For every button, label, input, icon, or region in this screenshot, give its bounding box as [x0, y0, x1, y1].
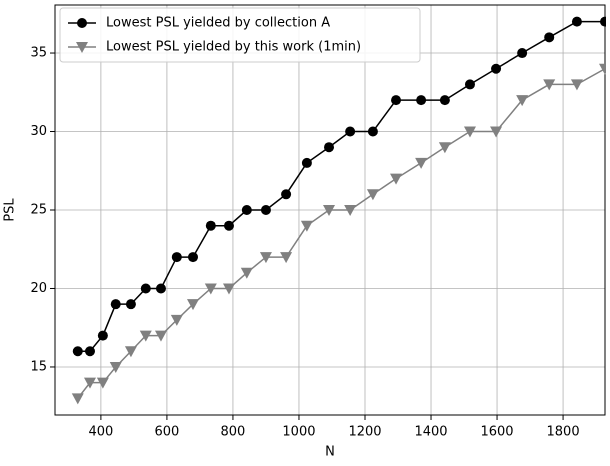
data-point — [600, 16, 606, 27]
data-point — [139, 330, 152, 342]
data-point — [186, 299, 199, 311]
data-point — [516, 95, 529, 107]
y-tick-label: 25 — [30, 203, 47, 218]
data-point — [171, 252, 182, 263]
data-point — [324, 142, 335, 153]
data-point — [345, 126, 356, 137]
plot-area — [71, 16, 606, 405]
data-point — [124, 346, 137, 358]
legend-label: Lowest PSL yielded by collection A — [106, 16, 330, 31]
data-point — [391, 95, 402, 106]
data-point — [260, 205, 271, 215]
data-point — [570, 79, 583, 91]
data-point — [109, 361, 122, 373]
x-tick-label: 800 — [221, 425, 246, 440]
x-tick-label: 400 — [88, 425, 113, 440]
data-point — [241, 205, 252, 215]
data-point — [280, 252, 293, 264]
y-tick-label: 15 — [30, 359, 47, 374]
data-point — [323, 205, 336, 216]
x-axis-label: N — [325, 445, 335, 460]
legend-label: Lowest PSL yielded by this work (1min) — [106, 40, 361, 55]
data-point — [517, 48, 528, 59]
y-tick-label: 30 — [30, 124, 47, 139]
data-point — [390, 173, 403, 185]
series-line — [77, 68, 606, 399]
y-tick-label: 20 — [30, 281, 47, 296]
data-point — [543, 79, 556, 91]
data-point — [464, 79, 475, 90]
y-axis-label: PSL — [3, 198, 18, 222]
data-point — [83, 377, 96, 389]
data-point — [463, 126, 476, 138]
data-point — [223, 220, 234, 231]
data-point — [170, 314, 183, 326]
data-point — [571, 16, 582, 27]
x-tick-label: 1400 — [414, 425, 447, 440]
data-point — [72, 346, 83, 357]
data-point — [367, 126, 378, 137]
data-point — [97, 330, 108, 341]
data-point — [599, 63, 606, 75]
data-point — [110, 299, 121, 310]
data-point — [344, 205, 357, 216]
data-point — [301, 157, 312, 168]
y-tick-label: 35 — [30, 46, 47, 61]
data-point — [439, 95, 450, 106]
data-point — [204, 283, 217, 295]
data-point — [300, 220, 313, 232]
data-point — [281, 189, 292, 200]
legend-marker — [77, 18, 87, 28]
data-point — [187, 252, 198, 263]
plot-frame — [54, 4, 606, 416]
data-point — [154, 330, 167, 342]
data-point — [96, 377, 109, 389]
data-point — [259, 252, 272, 264]
data-point — [416, 95, 427, 106]
data-point — [222, 283, 235, 295]
data-point — [491, 63, 502, 74]
data-point — [125, 299, 136, 310]
data-point — [438, 142, 451, 154]
data-point — [140, 283, 151, 294]
x-tick-label: 1200 — [348, 425, 381, 440]
x-tick-label: 1000 — [282, 425, 315, 440]
legend-box — [59, 7, 421, 63]
data-point — [205, 220, 216, 231]
data-point — [240, 267, 253, 279]
x-tick-label: 600 — [155, 425, 180, 440]
x-tick-label: 1600 — [480, 425, 513, 440]
data-point — [490, 126, 503, 138]
data-point — [415, 157, 428, 169]
data-point — [155, 283, 166, 294]
data-point — [84, 346, 95, 357]
series-line — [77, 20, 605, 353]
legend-marker — [76, 42, 88, 53]
data-point — [71, 393, 84, 405]
x-tick-label: 1800 — [547, 425, 580, 440]
data-point — [544, 32, 555, 43]
data-point — [366, 189, 379, 201]
